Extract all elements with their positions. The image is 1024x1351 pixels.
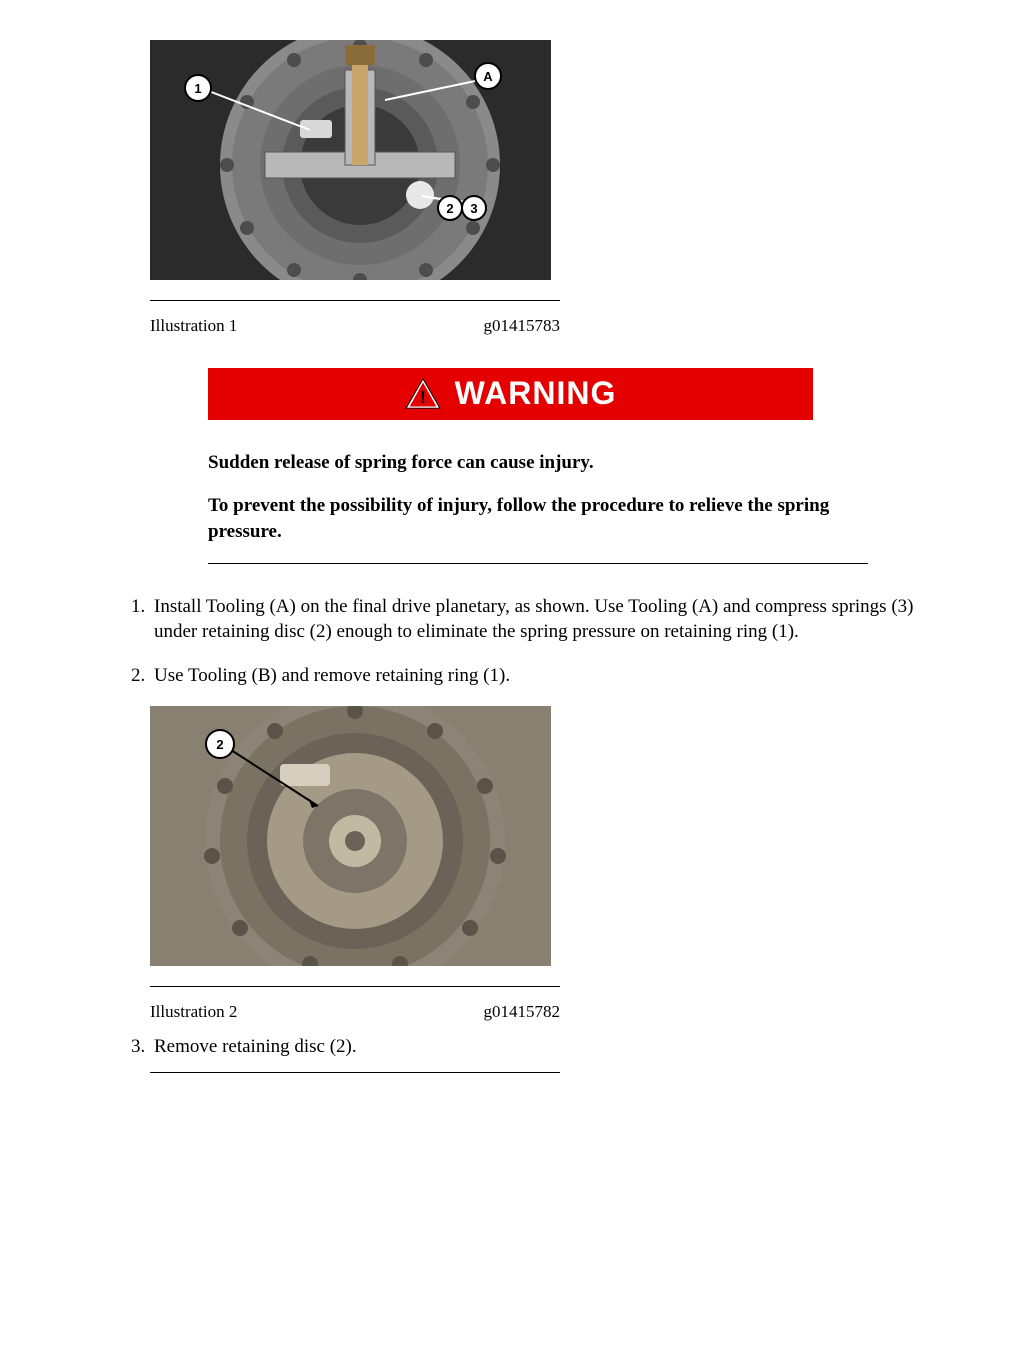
warning-line-2: To prevent the possibility of injury, fo… [208,493,868,544]
step-1: Install Tooling (A) on the final drive p… [150,594,946,645]
trailing-divider-block [150,1072,946,1073]
divider [150,986,560,987]
procedure-steps: Install Tooling (A) on the final drive p… [124,594,946,689]
illustration-1-image: 1 A 2 3 [150,40,946,288]
illustration-code: g01415783 [484,315,561,338]
procedure-steps-continued: Remove retaining disc (2). [124,1034,946,1060]
warning-banner-text: WARNING [455,372,617,415]
callout-2: 2 [446,201,453,216]
svg-text:!: ! [420,386,426,406]
step-3: Remove retaining disc (2). [150,1034,946,1060]
illustration-2-image: 2 [150,706,946,974]
divider [150,300,560,301]
illustration-code: g01415782 [484,1001,561,1024]
callout-2: 2 [216,737,223,752]
divider [150,1072,560,1073]
warning-icon: ! [405,378,441,410]
warning-banner: ! WARNING [208,368,813,420]
illustration-label: Illustration 1 [150,315,484,338]
step-2: Use Tooling (B) and remove retaining rin… [150,663,946,689]
illustration-2-caption: Illustration 2 g01415782 [150,1001,560,1024]
illustration-label: Illustration 2 [150,1001,484,1024]
illustration-2-block: 2 Illustration 2 g01415782 [150,706,946,1024]
warning-line-1: Sudden release of spring force can cause… [208,450,868,476]
divider [208,563,868,564]
callout-1: 1 [194,81,201,96]
illustration-1-caption: Illustration 1 g01415783 [150,315,560,338]
callout-A: A [483,69,493,84]
callout-3: 3 [470,201,477,216]
illustration-1-block: 1 A 2 3 Illustration 1 g01415783 [150,40,946,338]
warning-body: Sudden release of spring force can cause… [208,450,868,545]
